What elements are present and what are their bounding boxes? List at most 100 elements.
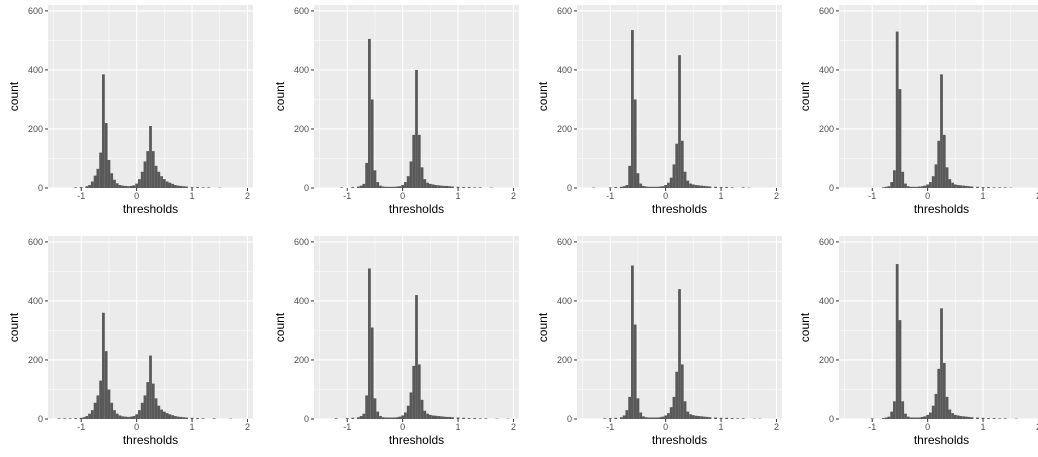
histogram-bar [887,186,891,188]
x-tick-label: 0 [400,191,405,201]
histogram-bar [404,412,407,419]
histogram-bar [174,416,177,419]
histogram-bar [642,185,645,188]
histogram-bar [448,416,452,419]
y-tick-label: 600 [294,237,309,247]
histogram-panel-2: 0 200 400 600 -1 0 1 2 thresholds count [273,5,519,216]
x-axis-label: thresholds [389,433,444,447]
histogram-bar [959,416,963,419]
histogram-bar [174,185,177,188]
x-tick-label: 0 [400,422,405,432]
histogram-bar [79,187,83,188]
histogram-bar [129,185,133,188]
histogram-bar [639,183,643,188]
y-tick-label: 200 [28,124,43,134]
x-tick-label: 1 [981,422,986,432]
histogram-bar [104,123,108,188]
histogram-bar [132,185,136,188]
histogram-bar [185,186,188,188]
y-tick-label: 200 [557,355,572,365]
x-axis-label: thresholds [652,433,707,447]
histogram-bar [622,186,626,188]
histogram-bar [379,416,382,419]
histogram-bar [93,175,97,188]
histogram-bar [948,179,952,188]
histogram-bar [434,185,438,188]
y-tick-label: 600 [557,237,572,247]
histogram-bar [351,417,355,419]
histogram-bar [442,416,446,419]
histogram-bar [951,182,954,188]
histogram-bar [79,417,83,419]
histogram-bar [115,413,119,419]
histogram-bar [124,416,127,419]
histogram-bar [669,407,673,419]
histogram-bar [614,187,618,188]
histogram-bar [703,416,706,419]
histogram-bar [168,414,172,419]
histogram-bar [370,327,374,419]
histogram-bar [694,415,698,419]
histogram-bar [981,187,985,188]
histogram-bar [373,398,377,419]
histogram-bar [906,186,910,188]
histogram-bar [392,186,396,188]
histogram-panel-7: 0 200 400 600 -1 0 1 2 thresholds count [536,236,782,447]
histogram-bar [356,417,360,419]
histogram-bar [168,182,172,188]
histogram-bar [99,152,103,188]
histogram-bar [992,418,996,419]
histogram-bar [934,393,938,419]
histogram-bar [143,395,147,419]
histogram-bar [88,185,91,188]
histogram-bar [365,162,369,188]
x-tick-label: 1 [719,191,724,201]
histogram-bar [642,416,645,419]
histogram-bar [689,414,692,419]
histogram-bar [423,410,427,419]
y-tick-label: 0 [829,183,834,193]
histogram-bar [920,186,924,188]
histogram-bar [74,187,78,188]
histogram-bar [680,364,684,419]
y-axis-label: count [7,312,21,342]
histogram-bar [420,399,424,419]
histogram-bar [658,186,662,188]
histogram-bar [362,413,366,419]
histogram-bar [953,184,957,188]
histogram-bar [700,185,704,188]
y-tick-label: 400 [557,296,572,306]
y-axis-label: count [273,81,287,111]
y-axis-label: count [273,312,287,342]
histogram-bar [345,418,349,419]
x-tick-label: -1 [868,191,876,201]
x-tick-label: 1 [190,422,195,432]
y-tick-label: 400 [28,65,43,75]
histogram-bar [190,417,194,419]
histogram-bar [456,417,460,419]
y-axis-label: count [7,81,21,111]
histogram-bar [467,187,471,188]
histogram-bar [387,417,391,419]
y-tick-label: 0 [304,183,309,193]
histogram-bar [700,416,704,419]
histogram-bar [190,187,194,188]
histogram-bar [102,312,105,419]
histogram-bar [409,392,413,419]
histogram-bar [675,143,679,188]
histogram-bar [906,416,910,419]
histogram-bar [628,396,632,419]
histogram-bar [431,184,435,188]
histogram-bar [437,185,441,188]
x-tick-label: 2 [245,422,250,432]
histogram-bar [90,181,94,188]
x-axis-label: thresholds [914,433,969,447]
histogram-bar [138,179,141,188]
y-tick-label: 600 [819,6,834,16]
histogram-bar [401,185,405,188]
y-tick-label: 600 [294,6,309,16]
y-tick-label: 200 [819,124,834,134]
x-tick-label: -1 [77,422,85,432]
histogram-bar [171,415,175,419]
histogram-bar [154,398,158,419]
